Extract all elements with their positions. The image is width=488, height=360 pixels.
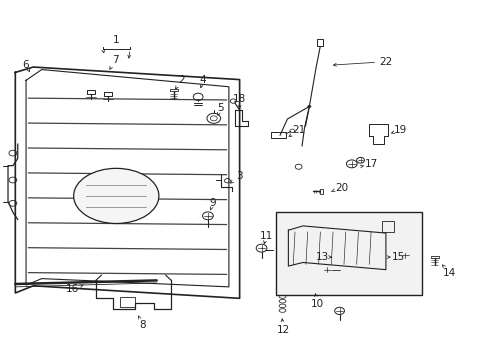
Bar (271, 132, 285, 138)
Text: 9: 9 (209, 198, 216, 208)
Text: 20: 20 (335, 183, 348, 193)
Text: 22: 22 (379, 57, 392, 67)
Text: 21: 21 (292, 125, 305, 135)
Text: 10: 10 (310, 299, 324, 309)
Bar (320, 189, 323, 194)
Bar (381, 221, 393, 232)
Text: 5: 5 (216, 103, 223, 113)
Circle shape (307, 105, 311, 108)
Ellipse shape (74, 168, 159, 224)
Text: 11: 11 (259, 231, 272, 240)
Bar (430, 256, 438, 258)
Text: 13: 13 (315, 252, 328, 262)
Text: 12: 12 (276, 325, 289, 335)
Text: 18: 18 (232, 94, 246, 104)
Text: 17: 17 (364, 159, 377, 169)
Text: 15: 15 (391, 252, 404, 262)
Bar (276, 212, 422, 295)
Text: 4: 4 (199, 75, 206, 85)
Bar (169, 89, 177, 91)
Text: 14: 14 (442, 268, 455, 278)
Bar (87, 90, 95, 94)
Bar (120, 297, 135, 307)
Text: 19: 19 (393, 125, 407, 135)
Text: 2: 2 (178, 75, 184, 85)
Text: 3: 3 (236, 171, 243, 181)
Text: 1: 1 (113, 35, 120, 45)
Text: 8: 8 (139, 320, 145, 330)
Text: 6: 6 (22, 60, 29, 70)
Bar (316, 39, 323, 45)
Text: 7: 7 (112, 55, 119, 65)
Bar (104, 92, 112, 96)
Text: 16: 16 (66, 284, 80, 294)
